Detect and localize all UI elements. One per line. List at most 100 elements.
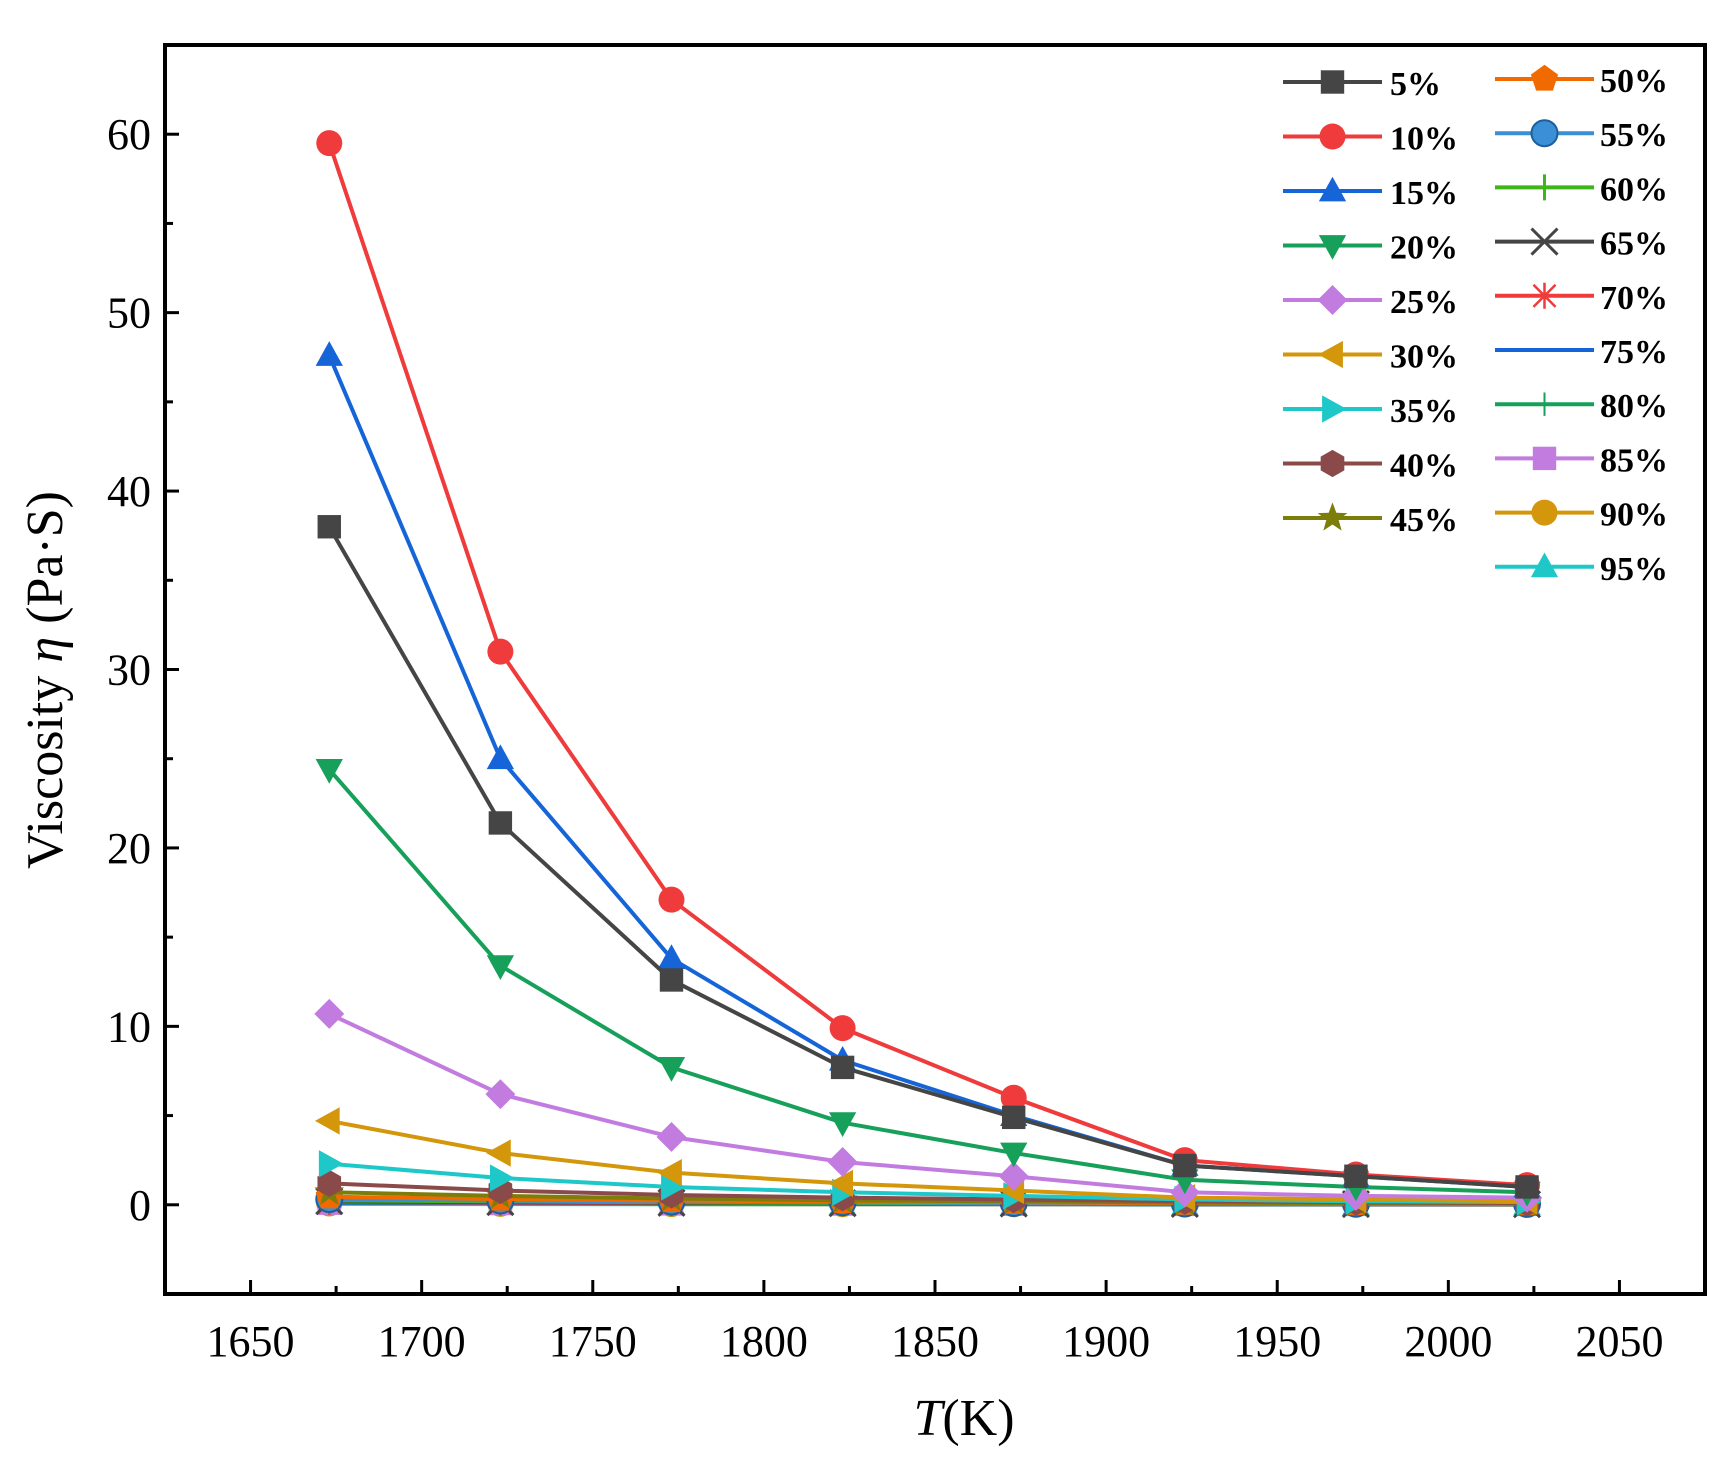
legend-label: 25% bbox=[1390, 284, 1458, 321]
series-line bbox=[327, 525, 1528, 1189]
legend-label: 85% bbox=[1600, 442, 1668, 479]
legend-label: 35% bbox=[1390, 393, 1458, 430]
data-point bbox=[1000, 1142, 1028, 1168]
legend-item: 70% bbox=[1495, 280, 1668, 317]
data-point bbox=[828, 1169, 853, 1198]
data-point bbox=[998, 1161, 1029, 1192]
y-tick-label: 40 bbox=[107, 467, 151, 516]
legend-marker bbox=[1531, 499, 1558, 526]
legend-label: 50% bbox=[1600, 63, 1668, 100]
data-point bbox=[487, 638, 514, 665]
legend-item: 5% bbox=[1283, 66, 1441, 103]
legend-marker bbox=[1530, 64, 1559, 91]
legend-label: 5% bbox=[1390, 66, 1441, 103]
y-tick-label: 60 bbox=[107, 110, 151, 159]
y-tick-label: 50 bbox=[107, 289, 151, 338]
data-point bbox=[486, 955, 515, 980]
data-point bbox=[829, 1015, 856, 1042]
legend-marker bbox=[1530, 227, 1559, 256]
legend-item: 90% bbox=[1495, 497, 1668, 534]
legend-marker bbox=[1322, 395, 1347, 423]
data-point bbox=[1344, 1164, 1368, 1188]
x-tick-label: 1700 bbox=[378, 1317, 466, 1366]
data-point bbox=[658, 886, 685, 913]
x-tick-label: 1800 bbox=[720, 1317, 808, 1366]
data-point bbox=[657, 1159, 682, 1187]
series-layer bbox=[314, 130, 1542, 1219]
data-point bbox=[1515, 1175, 1539, 1199]
legend-marker bbox=[1320, 70, 1345, 94]
legend-label: 70% bbox=[1600, 280, 1668, 317]
x-tick-label: 2050 bbox=[1575, 1317, 1663, 1366]
data-point bbox=[486, 1139, 511, 1167]
series-line bbox=[327, 142, 1528, 1188]
data-point bbox=[828, 1112, 857, 1138]
data-point bbox=[317, 515, 341, 539]
data-point bbox=[315, 341, 343, 366]
legend-item: 30% bbox=[1283, 339, 1458, 376]
legend-item: 60% bbox=[1495, 171, 1668, 208]
legend-label: 10% bbox=[1390, 121, 1458, 158]
data-point bbox=[318, 1150, 344, 1178]
x-tick-label: 1750 bbox=[549, 1317, 637, 1366]
data-point bbox=[657, 944, 686, 969]
data-point bbox=[316, 130, 343, 157]
data-point bbox=[314, 1107, 340, 1135]
legend-item: 35% bbox=[1283, 393, 1458, 430]
legend-item: 40% bbox=[1283, 448, 1458, 485]
legend-item: 20% bbox=[1283, 230, 1458, 267]
series-15pct bbox=[315, 341, 1541, 1198]
data-point bbox=[656, 1122, 687, 1152]
x-tick-label: 1850 bbox=[891, 1317, 979, 1366]
legend-marker bbox=[1320, 449, 1345, 478]
y-tick-label: 10 bbox=[107, 1002, 151, 1051]
data-point bbox=[485, 1079, 516, 1110]
data-point bbox=[314, 998, 345, 1029]
y-tick-label: 0 bbox=[129, 1181, 151, 1230]
legend-marker bbox=[1318, 235, 1347, 260]
legend-label: 60% bbox=[1600, 171, 1668, 208]
data-point bbox=[1000, 1084, 1027, 1111]
legend-marker bbox=[1317, 285, 1348, 315]
legend-marker bbox=[1532, 392, 1557, 416]
legend-marker bbox=[1319, 123, 1346, 150]
series-line bbox=[328, 1012, 1528, 1200]
legend-label: 40% bbox=[1390, 448, 1458, 485]
y-axis-title: Viscosity η (Pa·S) bbox=[17, 491, 74, 869]
data-point bbox=[1002, 1105, 1026, 1130]
data-point bbox=[315, 759, 343, 784]
y-axis: 0 10 20 30 40 50 60 bbox=[107, 110, 179, 1230]
legend-item: 15% bbox=[1283, 175, 1458, 212]
x-tick-label: 1650 bbox=[207, 1317, 295, 1366]
legend-label: 95% bbox=[1600, 551, 1668, 588]
legend-item: 80% bbox=[1495, 388, 1668, 425]
legend-marker bbox=[1530, 552, 1559, 578]
data-point bbox=[488, 811, 513, 835]
data-point bbox=[486, 744, 515, 770]
y-tick-label: 20 bbox=[107, 824, 151, 873]
legend-marker bbox=[1318, 176, 1347, 202]
legend-marker bbox=[1530, 119, 1559, 148]
x-axis: 1650 1700 1750 1800 1850 1900 1950 2000 2050 bbox=[207, 1280, 1663, 1366]
legend-item: 95% bbox=[1495, 551, 1668, 588]
data-point bbox=[489, 1164, 515, 1192]
series-line bbox=[328, 1118, 1528, 1204]
legend-label: 75% bbox=[1600, 334, 1668, 371]
legend: 5% 10% 15% 20% 25% 30% 35% 40% 45% 50% 55% 60% 65% 70… bbox=[1283, 63, 1668, 588]
legend-label: 15% bbox=[1390, 175, 1458, 212]
series-5pct bbox=[317, 515, 1539, 1199]
series-line bbox=[327, 768, 1528, 1195]
data-point bbox=[830, 1055, 855, 1080]
legend-marker bbox=[1317, 502, 1348, 531]
x-axis-title: T(K) bbox=[913, 1390, 1014, 1447]
data-point bbox=[317, 1169, 342, 1198]
legend-label: 65% bbox=[1600, 226, 1668, 263]
legend-marker bbox=[1531, 174, 1558, 201]
plot-frame bbox=[163, 43, 1707, 1296]
data-point bbox=[827, 1147, 858, 1177]
legend-item: 50% bbox=[1495, 63, 1668, 100]
legend-marker bbox=[1318, 340, 1343, 369]
legend-label: 90% bbox=[1600, 497, 1668, 534]
legend-label: 45% bbox=[1390, 502, 1458, 539]
